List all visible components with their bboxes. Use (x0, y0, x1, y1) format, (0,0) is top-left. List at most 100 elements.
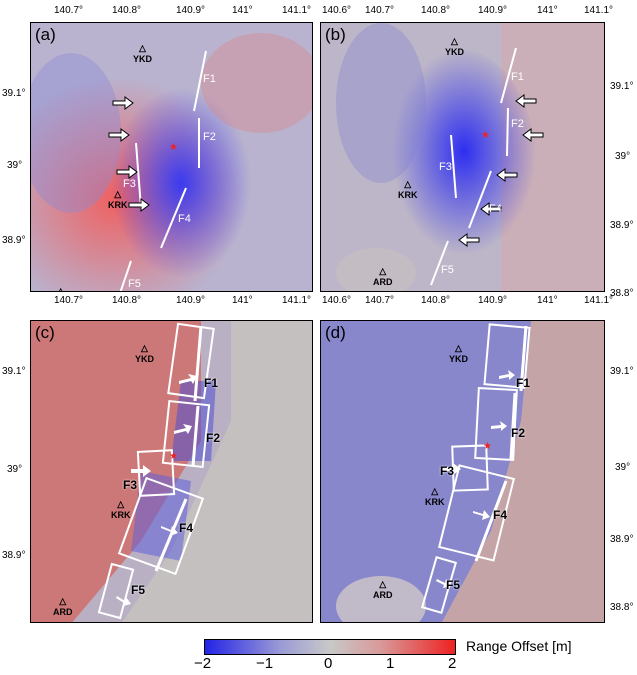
station-label: KRK (111, 510, 131, 520)
lon-tick: 140.9° (176, 295, 206, 306)
lat-tick: 39.1° (2, 366, 26, 377)
fault-line-f3 (450, 134, 457, 199)
epicenter-star: ★ (481, 130, 490, 141)
fault-model-box-f4 (117, 476, 205, 576)
motion-arrow (436, 579, 451, 588)
fault-label-f5: F5 (128, 278, 141, 290)
station-triangle-icon: △ (114, 189, 122, 199)
station-triangle-icon: △ (141, 343, 148, 353)
station-ard: △ ARD (373, 579, 393, 600)
colorbar-tick: −2 (194, 655, 212, 672)
lon-tick: 140.8° (112, 5, 142, 16)
lon-tick: 140.9° (478, 5, 508, 16)
motion-arrow (491, 421, 507, 431)
fault-trace (474, 480, 508, 562)
fault-trace (193, 325, 203, 402)
lat-tick: 38.9° (610, 534, 634, 545)
station-triangle-icon: △ (59, 596, 67, 606)
fault-model-box-f4 (437, 464, 516, 562)
station-triangle-icon: △ (117, 499, 125, 509)
fault-line-f1 (193, 50, 207, 112)
colorbar-title: Range Offset [m] (466, 638, 572, 654)
panel-label: (d) (325, 323, 346, 342)
station-triangle-icon: △ (57, 286, 65, 292)
lat-tick: 38.9° (2, 235, 26, 246)
lat-tick: 39° (615, 151, 631, 162)
lat-tick: 38.8° (610, 602, 634, 613)
station-triangle-icon: △ (379, 266, 387, 276)
fault-model-box-f1 (483, 323, 531, 389)
fault-label-f3: F3 (123, 178, 136, 190)
lat-tick: 38.8° (610, 288, 634, 299)
lon-tick: 141.1° (584, 295, 614, 306)
motion-arrow (522, 128, 544, 142)
fault-label-f1: F1 (511, 71, 524, 83)
fault-line-f2 (506, 107, 509, 157)
motion-arrow (161, 526, 178, 536)
lat-tick: 39.1° (2, 88, 26, 99)
station-krk: △ KRK (108, 189, 128, 210)
fault-line-f1 (500, 47, 517, 104)
fault-label-f5: F5 (446, 578, 461, 592)
lat-tick: 38.9° (610, 220, 634, 231)
fault-line-f5 (430, 240, 449, 286)
station-label: YKD (445, 47, 465, 57)
lon-tick: 140.9° (176, 5, 206, 16)
fault-label-f1: F1 (516, 376, 531, 390)
motion-arrow (480, 202, 502, 216)
fault-model-box-f1 (167, 322, 215, 400)
station-krk: △ KRK (425, 486, 445, 507)
fault-label-f3: F3 (123, 478, 138, 492)
fault-line-f4 (468, 170, 492, 229)
colorbar-tick: 1 (386, 655, 395, 672)
fault-label-f5: F5 (131, 583, 146, 597)
lon-tick: 141° (537, 295, 558, 306)
lon-tick: 141° (232, 295, 253, 306)
station-krk: △ KRK (398, 179, 418, 200)
motion-arrow (108, 128, 130, 142)
station-ykd: △ YKD (133, 43, 152, 64)
lon-tick: 140.7° (54, 5, 84, 16)
fault-label-f4: F4 (178, 213, 191, 225)
motion-arrow (515, 94, 537, 108)
epicenter-star: ★ (483, 441, 492, 452)
fault-label-f5: F5 (441, 264, 454, 276)
epicenter-star: ★ (169, 142, 178, 153)
motion-arrow (112, 96, 134, 110)
station-ard: △ ARD (51, 286, 71, 292)
panel-label: (a) (35, 25, 56, 44)
colorbar-tick: −1 (256, 655, 274, 672)
fault-trace (191, 405, 200, 467)
station-ykd: △ YKD (135, 343, 154, 364)
fault-trace (519, 325, 528, 392)
station-label: YKD (449, 354, 469, 364)
fault-model-box-f2 (474, 387, 518, 461)
fault-model-box-f2 (161, 399, 211, 469)
station-label: YKD (133, 54, 153, 64)
fault-label-f4: F4 (493, 508, 508, 522)
motion-arrow (499, 370, 515, 380)
epicenter-star: ★ (169, 451, 178, 462)
fault-line-f3 (135, 142, 142, 209)
station-krk: △ KRK (111, 499, 131, 520)
motion-arrow (174, 424, 192, 434)
lon-tick: 140.6° (322, 295, 352, 306)
station-triangle-icon: △ (139, 43, 146, 53)
station-ard: △ ARD (373, 266, 393, 287)
motion-arrow (131, 465, 151, 477)
map-panel-c: ★ (c) △ YKD △ KRK △ ARD F1 F2 F3 F4 F5 (30, 320, 313, 623)
station-triangle-icon: △ (451, 36, 458, 46)
station-label: KRK (398, 190, 418, 200)
fault-trace (509, 392, 517, 460)
station-label: YKD (135, 354, 155, 364)
fault-label-f1: F1 (204, 376, 219, 390)
motion-arrow (496, 168, 518, 182)
map-panel-b: ★ (b) △ YKD △ KRK △ ARD F1 F2 F3 F4 F5 (320, 22, 605, 292)
station-triangle-icon: △ (455, 343, 462, 353)
station-label: KRK (425, 497, 445, 507)
lat-tick: 39° (615, 462, 631, 473)
fault-model-box-f5 (420, 556, 458, 614)
fault-label-f3: F3 (439, 161, 452, 173)
station-triangle-icon: △ (431, 486, 439, 496)
station-triangle-icon: △ (404, 179, 412, 189)
